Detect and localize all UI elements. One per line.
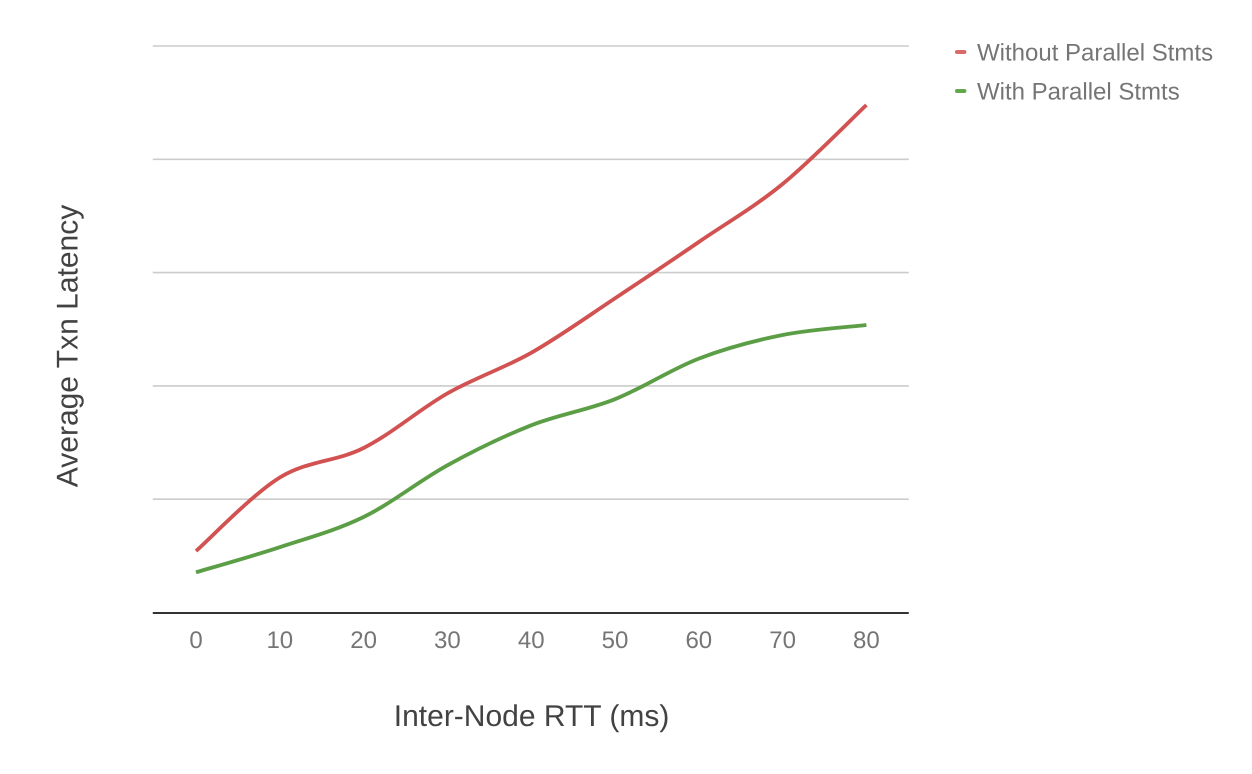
svg-text:10: 10: [266, 627, 293, 654]
svg-text:With Parallel Stmts: With Parallel Stmts: [977, 79, 1180, 106]
svg-text:Average Txn Latency: Average Txn Latency: [51, 205, 84, 487]
svg-text:50: 50: [602, 627, 629, 654]
svg-text:Inter-Node RTT (ms): Inter-Node RTT (ms): [394, 700, 670, 733]
svg-text:40: 40: [518, 627, 545, 654]
svg-text:0: 0: [189, 627, 202, 654]
svg-text:60: 60: [685, 627, 712, 654]
svg-text:20: 20: [350, 627, 377, 654]
svg-text:30: 30: [434, 627, 461, 654]
svg-text:80: 80: [853, 627, 880, 654]
svg-text:Without Parallel Stmts: Without Parallel Stmts: [977, 40, 1213, 67]
svg-text:70: 70: [769, 627, 796, 654]
